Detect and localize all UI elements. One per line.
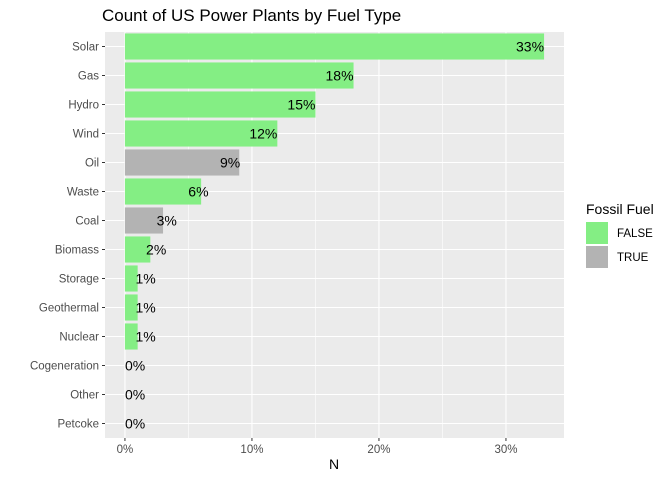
legend-key-false — [586, 222, 608, 244]
legend-key-true — [586, 246, 608, 268]
category-label: Cogeneration — [30, 361, 99, 373]
category-label: Geothermal — [39, 303, 99, 315]
x-tick-label: 0% — [117, 444, 134, 456]
bar-label: 3% — [157, 213, 177, 229]
bar-coal — [124, 207, 164, 234]
bar-label: 9% — [220, 155, 240, 171]
x-axis-title: N — [329, 456, 339, 472]
bar-waste — [124, 178, 202, 205]
bar-gas — [124, 62, 354, 89]
bars — [124, 33, 545, 350]
y-axis: Solar Gas Hydro Wind Oil Waste Coal Biomass Stor… — [30, 42, 105, 431]
category-label: Solar — [72, 42, 99, 54]
bar-label: 1% — [135, 300, 155, 316]
bar-wind — [124, 120, 278, 147]
bar-storage — [124, 265, 138, 292]
category-label: Oil — [85, 158, 99, 170]
category-label: Biomass — [55, 245, 99, 257]
bar-labels: 33% 18% 15% 12% 9% 6% 3% 2% 1% 1% 1% 0% 0% 0% — [125, 39, 544, 432]
chart-title: Count of US Power Plants by Fuel Type — [102, 6, 401, 25]
legend-label: TRUE — [617, 252, 649, 264]
bar-hydro — [124, 91, 316, 118]
legend-title: Fossil Fuel — [586, 201, 654, 217]
category-label: Storage — [59, 274, 99, 286]
bar-label: 1% — [135, 271, 155, 287]
bar-label: 1% — [135, 329, 155, 345]
bar-label: 12% — [249, 126, 277, 142]
x-tick-label: 10% — [240, 444, 263, 456]
category-label: Coal — [75, 216, 99, 228]
legend: Fossil Fuel FALSE TRUE — [586, 201, 654, 268]
bar-label: 18% — [326, 68, 354, 84]
x-axis: 0% 10% 20% 30% — [117, 438, 517, 456]
bar-label: 2% — [146, 242, 166, 258]
category-label: Petcoke — [57, 419, 99, 431]
category-label: Gas — [78, 71, 99, 83]
x-tick-label: 20% — [367, 444, 390, 456]
bar-label: 0% — [125, 358, 145, 374]
category-label: Waste — [67, 187, 99, 199]
bar-label: 33% — [516, 39, 544, 55]
category-label: Hydro — [68, 100, 99, 112]
bar-label: 0% — [125, 387, 145, 403]
bar-geothermal — [124, 294, 138, 321]
x-tick-label: 30% — [494, 444, 517, 456]
bar-oil — [124, 149, 240, 176]
bar-label: 0% — [125, 416, 145, 432]
bar-solar — [124, 33, 545, 60]
bar-nuclear — [124, 323, 138, 350]
legend-label: FALSE — [617, 228, 653, 240]
category-label: Wind — [73, 129, 99, 141]
legend-entries: FALSE TRUE — [586, 222, 653, 268]
bar-label: 15% — [287, 97, 315, 113]
bar-biomass — [124, 236, 151, 263]
category-label: Nuclear — [59, 332, 99, 344]
bar-label: 6% — [188, 184, 208, 200]
category-label: Other — [70, 390, 99, 402]
